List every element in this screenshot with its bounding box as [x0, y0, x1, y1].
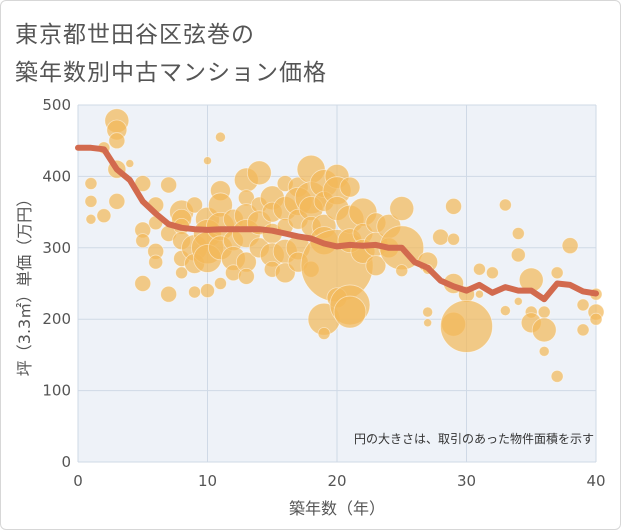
y-tick-labels: 0 100 200 300 400 500	[42, 96, 71, 471]
bubble-point	[499, 305, 511, 317]
bubble-point	[475, 289, 484, 299]
bubble-point	[317, 327, 331, 340]
bubble-point	[538, 345, 550, 357]
bubble-point	[432, 228, 450, 246]
x-tick-labels: 0 10 20 30 40	[73, 472, 605, 490]
bubble-point	[498, 198, 512, 212]
bubble-point	[215, 131, 226, 143]
y-tick-label: 400	[42, 167, 71, 185]
bubble-point	[576, 298, 590, 312]
trend-line	[75, 144, 599, 303]
x-axis-label: 築年数（年）	[289, 499, 385, 518]
bubble-point	[473, 262, 486, 276]
bubble-point	[550, 266, 564, 280]
x-tick-label: 40	[586, 472, 605, 490]
bubble-point	[160, 176, 178, 194]
y-tick-label: 100	[42, 382, 71, 400]
bubble-point	[148, 254, 164, 270]
bubble-point	[96, 208, 112, 224]
bubble-point	[203, 156, 212, 166]
bubble-point	[440, 299, 493, 353]
chart-title-line-2: 築年数別中古マンション価格	[15, 60, 327, 86]
bubble-point	[531, 317, 557, 343]
bubble-point	[160, 285, 178, 303]
bubble-point	[188, 285, 201, 299]
bubble-point	[214, 277, 227, 290]
y-tick-label: 0	[61, 453, 71, 471]
bubble-point	[395, 264, 409, 278]
bubble-point	[365, 255, 387, 277]
bubble-point	[85, 213, 97, 225]
y-tick-label: 300	[42, 239, 71, 257]
chart-title-line-1: 東京都世田谷区弦巻の	[15, 22, 255, 48]
bubble-point	[445, 197, 462, 215]
x-tick-label: 0	[73, 472, 83, 490]
x-tick-label: 10	[198, 472, 217, 490]
bubble-point	[339, 176, 361, 198]
bubble-point	[513, 296, 523, 306]
bubble-point	[186, 196, 203, 214]
bubble-point	[135, 233, 151, 249]
y-tick-label: 500	[42, 96, 71, 114]
bubble-point	[510, 247, 526, 263]
bubble-point	[422, 306, 434, 318]
bubble-point	[108, 132, 126, 150]
bubble-point	[537, 305, 551, 319]
bubble-point	[550, 369, 564, 383]
bubble-point	[108, 192, 126, 210]
x-tick-label: 20	[327, 472, 346, 490]
bubble-point	[125, 159, 135, 168]
bubble-point	[237, 267, 255, 285]
bubble-point	[175, 266, 189, 280]
bubble-point	[84, 194, 98, 208]
bubble-size-note: 円の大きさは、取引のあった物件面積を示す	[354, 431, 594, 446]
bubble-point	[389, 196, 415, 221]
x-tick-label: 30	[457, 472, 476, 490]
bubble-point	[589, 312, 603, 326]
bubble-point	[485, 266, 499, 280]
y-tick-label: 200	[42, 310, 71, 328]
bubble-point	[561, 237, 579, 255]
bubble-point	[246, 160, 272, 186]
bubble-point	[84, 177, 98, 190]
bubble-point	[333, 295, 367, 329]
bubble-point	[511, 227, 525, 240]
y-axis-label: 坪（3.3㎡）単価（万円）	[15, 191, 34, 376]
bubble-point	[200, 283, 215, 299]
bubble-point	[576, 323, 590, 337]
bubble-point	[423, 318, 433, 328]
bubble-point	[134, 275, 152, 292]
bubble-point	[447, 232, 460, 246]
